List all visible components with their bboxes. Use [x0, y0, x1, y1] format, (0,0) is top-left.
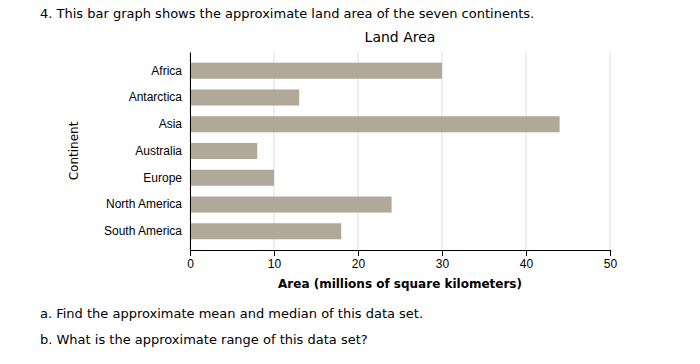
- tick-label: 50: [604, 257, 618, 271]
- y-tick: North America: [106, 197, 182, 211]
- y-tick: South America: [104, 224, 182, 238]
- grid-line: [190, 52, 191, 250]
- bar: [190, 116, 560, 132]
- annotation: 4. This bar graph shows the approximate …: [40, 6, 534, 21]
- tick-mark: [190, 250, 191, 256]
- tick-mark: [526, 250, 527, 256]
- grid-line: [358, 52, 359, 250]
- tick-label: 0: [187, 257, 194, 271]
- x-tick: 20: [352, 250, 366, 271]
- axis-line: [190, 53, 191, 251]
- tick-mark: [274, 250, 275, 256]
- tick-mark: [442, 250, 443, 256]
- y-tick: Antarctica: [129, 90, 183, 104]
- tick-label: 20: [352, 257, 366, 271]
- annotation: b. What is the approximate range of this…: [40, 332, 368, 347]
- bars: [190, 63, 560, 240]
- title: Land Area: [365, 29, 436, 45]
- bar: [190, 170, 274, 186]
- tick-label: 40: [520, 257, 534, 271]
- tick-label: Africa: [151, 64, 182, 78]
- grid-line: [442, 52, 443, 250]
- chart: 0 10 20 30 40 50 Africa Antarctica Asia Australia…: [0, 0, 700, 364]
- tick-label: Europe: [143, 171, 182, 185]
- plot: 0 10 20 30 40 50 Africa Antarctica Asia Australia…: [104, 52, 618, 271]
- x-tick: 0: [187, 250, 194, 271]
- y-tick: Asia: [159, 117, 183, 131]
- tick-label: Asia: [159, 117, 183, 131]
- tick-label: Antarctica: [129, 90, 183, 104]
- x-label: Area (millions of square kilometers): [278, 277, 522, 291]
- bar: [190, 63, 442, 79]
- y-axis: Africa Antarctica Asia Australia Europe North…: [104, 53, 191, 251]
- grid-line: [526, 52, 527, 250]
- y-tick: Europe: [143, 171, 182, 185]
- tick-label: North America: [106, 197, 182, 211]
- bar: [190, 223, 341, 239]
- x-tick: 50: [604, 250, 618, 271]
- x-tick: 40: [520, 250, 534, 271]
- grid: [190, 52, 610, 250]
- y-tick: Africa: [151, 64, 182, 78]
- axis-line: [191, 251, 611, 257]
- bar: [190, 143, 257, 159]
- x-tick: 10: [268, 250, 282, 271]
- tick-mark: [358, 250, 359, 256]
- tick-label: 10: [268, 257, 282, 271]
- tick-mark: [610, 250, 611, 256]
- y-label: Continent: [67, 121, 81, 180]
- y-tick: Australia: [135, 144, 182, 158]
- tick-label: 30: [436, 257, 450, 271]
- annotation: a. Find the approximate mean and median …: [40, 306, 423, 321]
- grid-line: [610, 52, 611, 250]
- bar: [190, 196, 392, 212]
- bar: [190, 89, 299, 105]
- x-tick: 30: [436, 250, 450, 271]
- grid-line: [274, 52, 275, 250]
- x-axis: 0 10 20 30 40 50: [187, 250, 617, 271]
- tick-label: South America: [104, 224, 182, 238]
- tick-label: Australia: [135, 144, 182, 158]
